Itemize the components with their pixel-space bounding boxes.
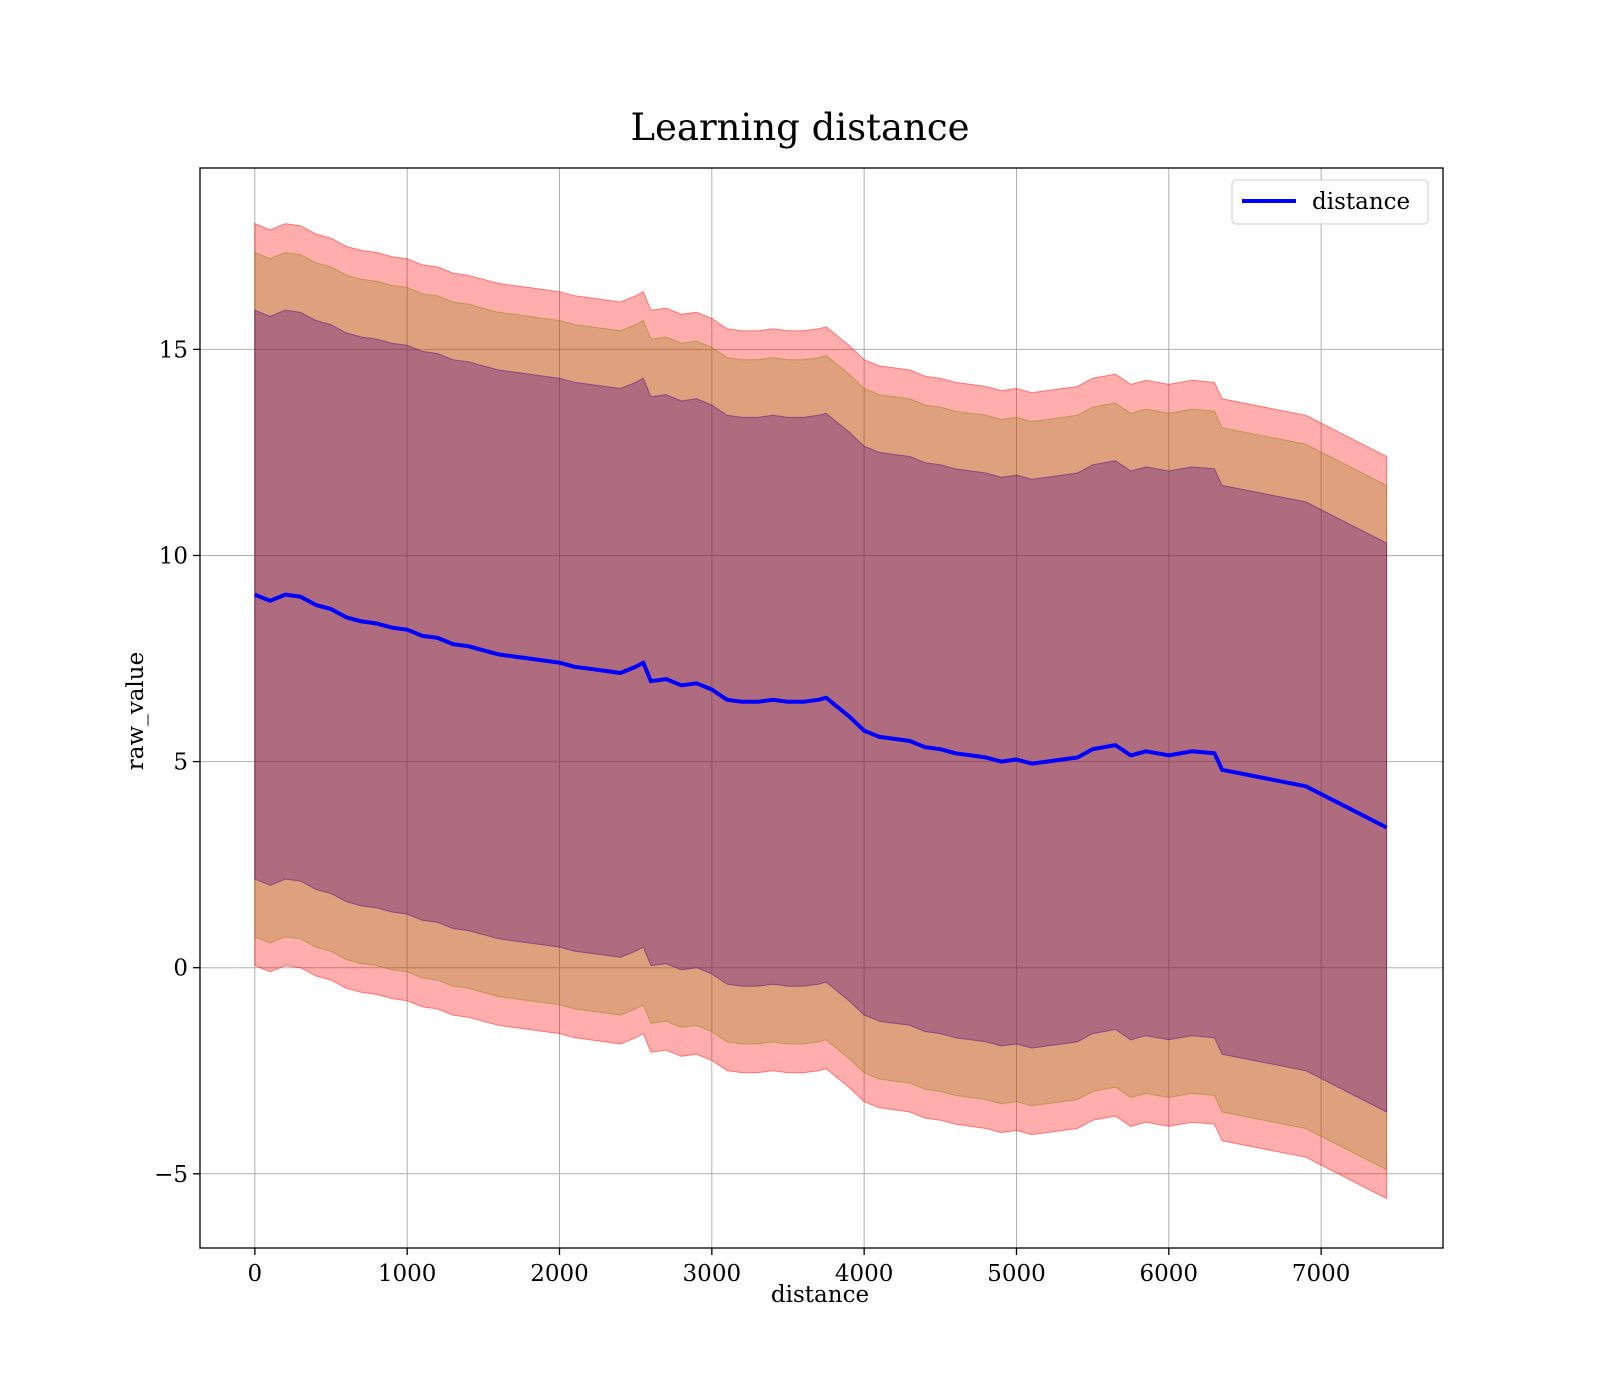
plot-frame bbox=[199, 167, 1444, 1249]
legend-label-distance: distance bbox=[1312, 189, 1410, 215]
x-tick-label: 0 bbox=[248, 1261, 263, 1287]
x-axis-label: distance bbox=[771, 1282, 869, 1308]
confidence-band-1 bbox=[254, 222, 1388, 1200]
x-tick-label: 2000 bbox=[530, 1261, 589, 1287]
x-tick-label: 6000 bbox=[1140, 1261, 1199, 1287]
confidence-bands bbox=[254, 222, 1388, 1200]
x-tick-label: 5000 bbox=[987, 1261, 1046, 1287]
y-tick-label: 5 bbox=[173, 750, 188, 776]
y-tick-label: 15 bbox=[159, 337, 188, 363]
confidence-band-3 bbox=[254, 309, 1388, 1113]
x-tick-label: 1000 bbox=[378, 1261, 437, 1287]
legend-box bbox=[1231, 179, 1429, 225]
grid bbox=[200, 168, 1443, 1248]
x-tick-label: 4000 bbox=[835, 1261, 894, 1287]
series-lines bbox=[254, 592, 1388, 830]
x-tick-label: 3000 bbox=[683, 1261, 742, 1287]
y-axis-ticks: −5 0 5 10 15 bbox=[154, 337, 200, 1188]
chart-title: Learning distance bbox=[630, 106, 969, 149]
x-tick-label: 7000 bbox=[1292, 1261, 1351, 1287]
y-axis-label: raw_value bbox=[123, 652, 149, 770]
y-tick-label: −5 bbox=[154, 1162, 188, 1188]
y-tick-label: 0 bbox=[173, 956, 188, 982]
confidence-band-2 bbox=[254, 251, 1388, 1171]
legend: distance bbox=[1231, 179, 1429, 225]
y-tick-label: 10 bbox=[159, 543, 188, 569]
series-line-distance bbox=[254, 592, 1388, 830]
x-axis-ticks: 0 1000 2000 3000 4000 5000 6000 7000 bbox=[248, 1248, 1351, 1287]
